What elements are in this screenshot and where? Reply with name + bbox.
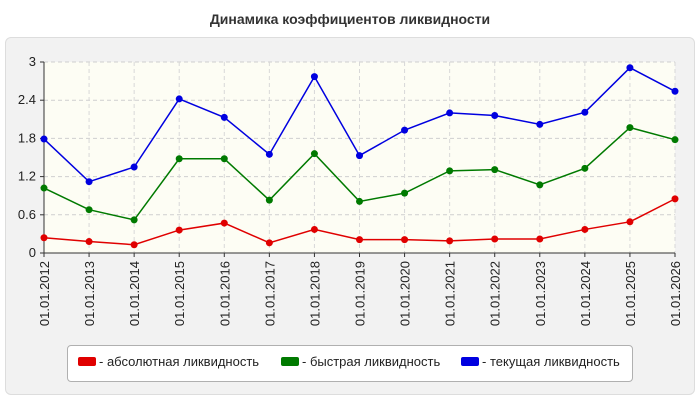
data-point-1: [85, 206, 93, 214]
data-point-1: [265, 196, 273, 204]
legend-item-quick[interactable]: - быстрая ликвидность: [281, 354, 440, 369]
x-tick-label: 01.01.2018: [307, 261, 322, 326]
data-point-0: [40, 234, 48, 242]
data-point-1: [175, 155, 183, 163]
data-point-0: [356, 236, 363, 244]
data-point-2: [220, 113, 228, 121]
data-point-1: [446, 167, 454, 175]
legend-label-quick: - быстрая ликвидность: [302, 354, 441, 369]
legend-swatch-absolute: [78, 357, 96, 366]
y-tick-label: 2.4: [18, 92, 36, 107]
data-point-0: [265, 239, 273, 247]
data-point-2: [40, 135, 48, 143]
x-tick-label: 01.01.2016: [217, 261, 232, 326]
data-point-1: [536, 181, 544, 189]
data-point-1: [356, 197, 363, 205]
data-point-2: [581, 108, 589, 116]
data-point-2: [310, 73, 318, 81]
x-tick-label: 01.01.2023: [533, 261, 548, 326]
legend-item-current[interactable]: - текущая ликвидность: [461, 354, 620, 369]
x-tick-label: 01.01.2019: [353, 261, 368, 326]
data-point-1: [40, 184, 48, 192]
data-point-1: [491, 166, 499, 174]
data-point-2: [265, 150, 273, 158]
x-tick-label: 01.01.2012: [37, 261, 52, 326]
data-point-1: [626, 124, 634, 132]
legend-label-current: - текущая ликвидность: [482, 354, 620, 369]
y-tick-label: 1.2: [18, 169, 36, 184]
y-tick-label: 0: [29, 245, 36, 260]
x-tick-label: 01.01.2015: [172, 261, 187, 326]
data-point-1: [220, 155, 228, 163]
data-point-0: [671, 195, 679, 203]
x-tick-label: 01.01.2017: [262, 261, 277, 326]
data-point-2: [626, 64, 634, 72]
x-tick-label: 01.01.2013: [82, 261, 97, 326]
x-tick-label: 01.01.2026: [668, 261, 683, 326]
data-point-0: [310, 225, 318, 233]
legend-item-absolute[interactable]: - абсолютная ликвидность: [78, 354, 259, 369]
data-point-2: [356, 152, 363, 160]
data-point-2: [401, 126, 409, 134]
x-tick-label: 01.01.2024: [578, 261, 593, 326]
data-point-1: [130, 216, 138, 224]
data-point-2: [85, 178, 93, 186]
data-point-0: [446, 237, 454, 245]
x-tick-label: 01.01.2020: [398, 261, 413, 326]
y-tick-label: 0.6: [18, 207, 36, 222]
chart-legend[interactable]: - абсолютная ликвидность - быстрая ликви…: [67, 345, 633, 382]
data-point-0: [175, 226, 183, 234]
data-point-2: [536, 120, 544, 128]
y-tick-label: 1.8: [18, 130, 36, 145]
data-point-2: [130, 163, 138, 171]
y-tick-label: 3: [29, 54, 36, 69]
legend-swatch-quick: [281, 357, 299, 366]
data-point-0: [130, 241, 138, 249]
data-point-1: [581, 164, 589, 172]
data-point-0: [626, 218, 634, 226]
data-point-2: [671, 87, 679, 95]
data-point-0: [85, 238, 93, 246]
data-point-1: [401, 189, 409, 197]
x-tick-label: 01.01.2021: [443, 261, 458, 326]
data-point-1: [310, 150, 318, 158]
x-tick-label: 01.01.2022: [488, 261, 503, 326]
data-point-0: [581, 225, 589, 233]
x-tick-label: 01.01.2025: [623, 261, 638, 326]
data-point-2: [491, 111, 499, 119]
data-point-1: [671, 136, 679, 144]
legend-swatch-current: [461, 357, 479, 366]
chart-title: Динамика коэффициентов ликвидности: [209, 11, 491, 27]
data-point-0: [536, 235, 544, 243]
data-point-2: [175, 95, 183, 103]
x-tick-label: 01.01.2014: [127, 261, 142, 326]
data-point-0: [491, 235, 499, 243]
data-point-0: [220, 219, 228, 227]
data-point-0: [401, 236, 409, 244]
data-point-2: [446, 109, 454, 117]
legend-label-absolute: - абсолютная ликвидность: [99, 354, 260, 369]
